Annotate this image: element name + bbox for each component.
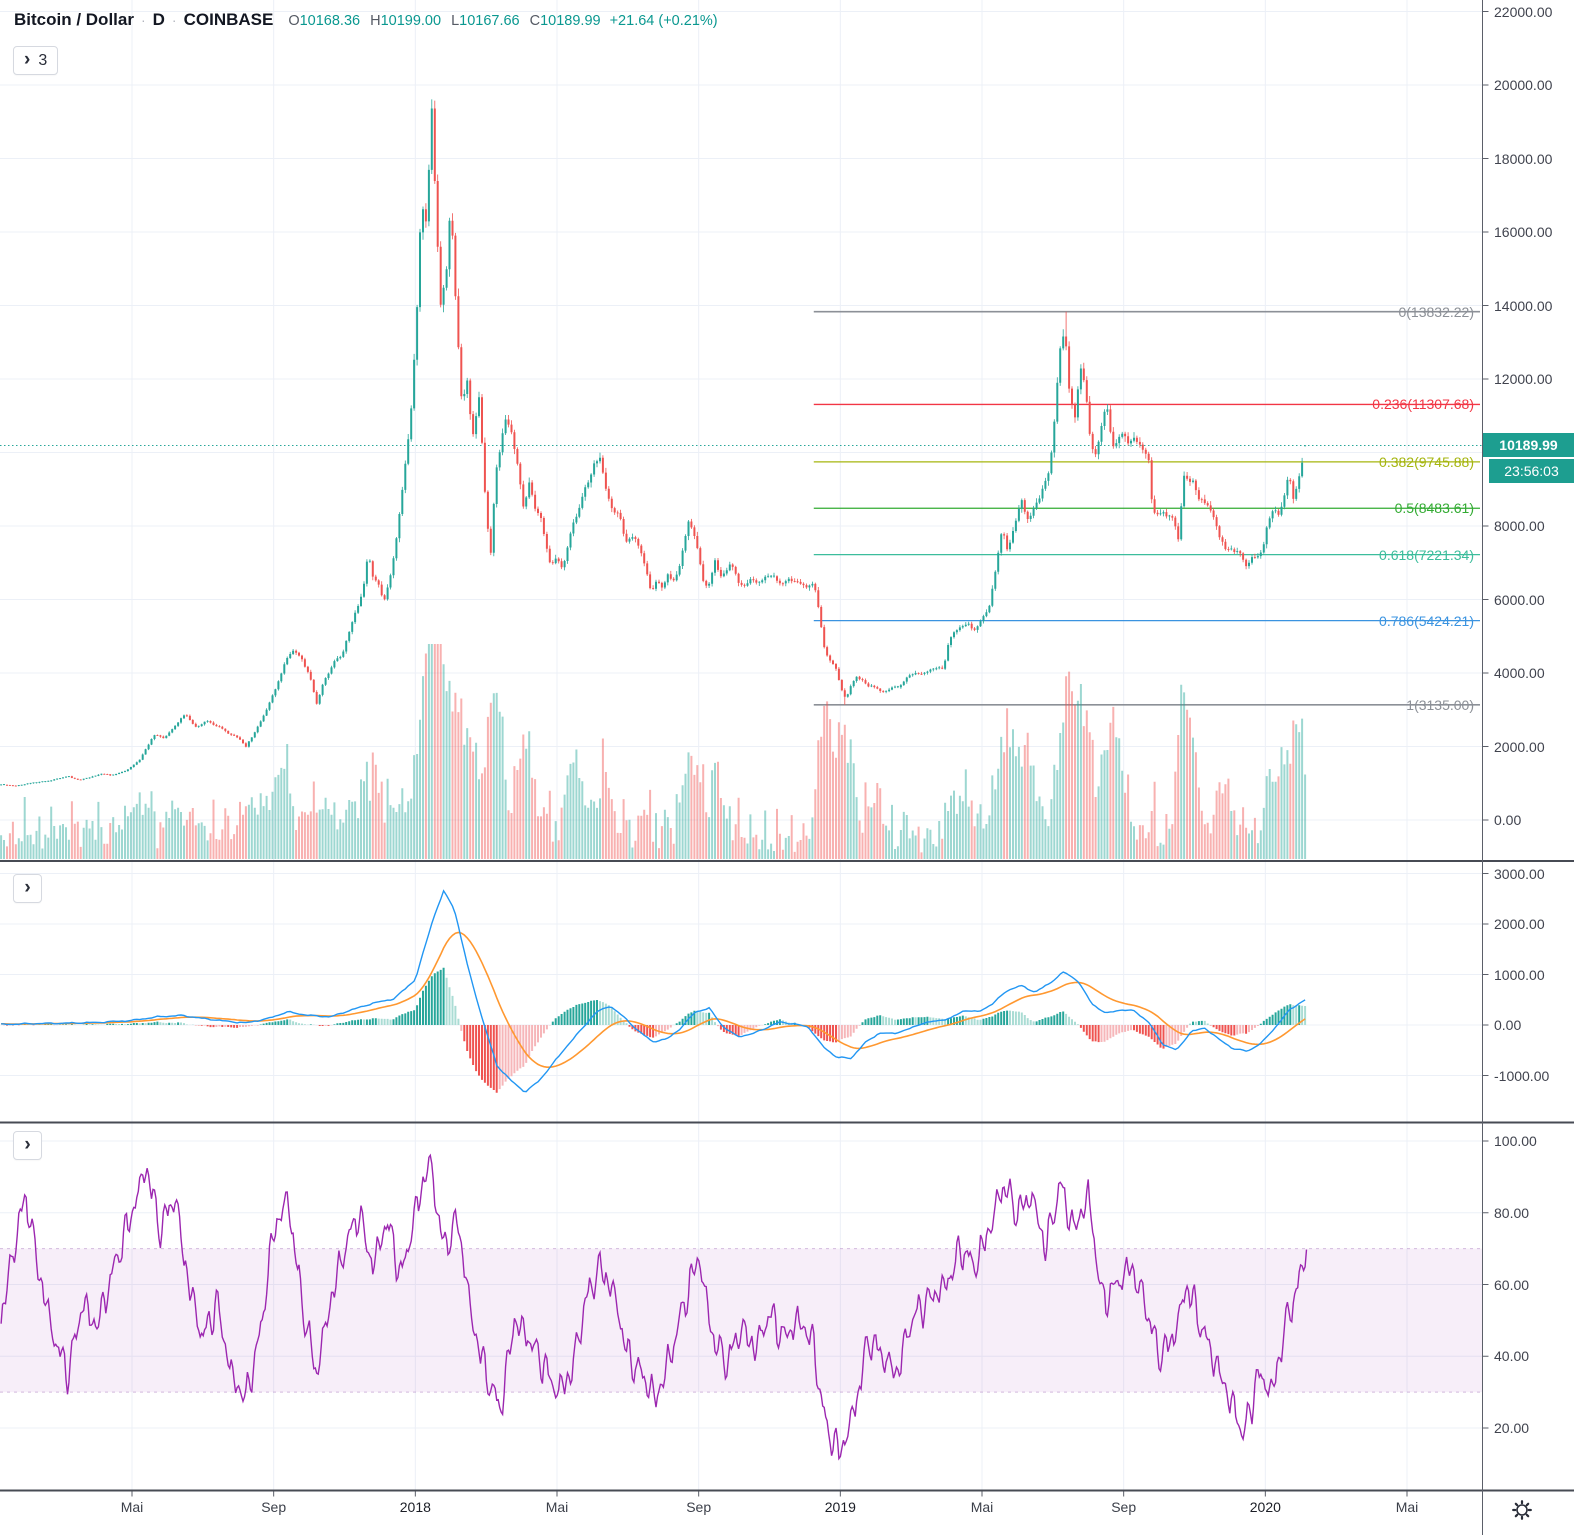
price-axis-label[interactable]: 14000.00 [1494, 297, 1553, 314]
price-axis-label[interactable]: 12000.00 [1494, 371, 1553, 387]
close-value: 10189.99 [540, 13, 601, 29]
theme-toggle-sun-icon[interactable] [1510, 1498, 1534, 1527]
symbol-name[interactable]: Bitcoin / Dollar [14, 10, 134, 29]
macd-pane-collapse-button[interactable]: › [13, 874, 42, 903]
low-label: L [451, 13, 460, 29]
fib-level-label[interactable]: 0.786(5424.21) [1379, 612, 1474, 629]
separator-dot: · [140, 12, 146, 28]
price-axis-label[interactable]: 20000.00 [1494, 77, 1553, 93]
rsi-pane-collapse-button[interactable]: › [13, 1131, 42, 1160]
time-axis-label[interactable]: 2018 [399, 1499, 431, 1515]
time-axis-label[interactable]: 2019 [824, 1499, 856, 1515]
price-axis-label[interactable]: 22000.00 [1494, 3, 1553, 20]
time-axis-label[interactable]: Mai [1395, 1499, 1419, 1515]
indicator-count: 3 [38, 51, 48, 69]
price-axis-label[interactable]: 4000.00 [1494, 665, 1545, 681]
macd-axis-label[interactable]: 2000.00 [1494, 916, 1545, 932]
time-axis-label[interactable]: Mai [545, 1499, 569, 1515]
macd-axis-label[interactable]: 0.00 [1494, 1017, 1522, 1033]
macd-axis-label[interactable]: -1000.00 [1494, 1067, 1550, 1084]
price-axis-label[interactable]: 16000.00 [1494, 224, 1553, 240]
fib-level-label[interactable]: 0.236(11307.68) [1372, 396, 1474, 413]
price-axis-label[interactable]: 0.00 [1494, 812, 1522, 828]
fib-level-label[interactable]: 1(3135.00) [1406, 696, 1474, 713]
exchange-label[interactable]: COINBASE [183, 10, 274, 29]
price-axis-label[interactable]: 2000.00 [1494, 738, 1545, 755]
fib-level-label[interactable]: 0(13832.22) [1398, 303, 1474, 320]
price-axis-label[interactable]: 8000.00 [1494, 518, 1545, 534]
time-axis-label[interactable]: Sep [1111, 1499, 1137, 1515]
high-value: 10199.00 [380, 13, 442, 29]
close-label: C [529, 13, 541, 29]
last-price-tag: 10189.99 [1483, 433, 1574, 457]
fib-level-label[interactable]: 0.5(8483.61) [1394, 500, 1474, 517]
time-axis-label[interactable]: 2020 [1249, 1499, 1281, 1515]
rsi-axis-label[interactable]: 40.00 [1494, 1348, 1530, 1365]
symbol-header: Bitcoin / Dollar · D · COINBASE O10168.3… [14, 10, 718, 30]
price-axis-label[interactable]: 18000.00 [1494, 150, 1553, 167]
chevron-right-icon: › [24, 877, 31, 898]
macd-axis-label[interactable]: 1000.00 [1494, 966, 1545, 983]
bar-countdown-tag: 23:56:03 [1489, 459, 1574, 483]
fib-level-label[interactable]: 0.618(7221.34) [1379, 546, 1474, 563]
interval-label[interactable]: D [152, 10, 165, 29]
change-readout: +21.64 (+0.21%) [609, 13, 718, 29]
rsi-axis-label[interactable]: 20.00 [1494, 1420, 1530, 1436]
open-value: 10168.36 [299, 13, 361, 29]
time-axis-label[interactable]: Sep [686, 1499, 712, 1515]
separator-dot: · [171, 12, 177, 28]
legend-collapse-button[interactable]: › 3 [13, 46, 59, 75]
macd-axis-label[interactable]: 3000.00 [1494, 865, 1545, 882]
chevron-right-icon: › [24, 1134, 31, 1155]
time-axis-label[interactable]: Sep [261, 1499, 287, 1515]
chevron-right-icon: › [24, 49, 31, 70]
price-axis-label[interactable]: 6000.00 [1494, 591, 1545, 608]
low-value: 10167.66 [459, 13, 520, 29]
rsi-axis-label[interactable]: 60.00 [1494, 1276, 1530, 1293]
rsi-axis-label[interactable]: 80.00 [1494, 1204, 1530, 1221]
fib-level-label[interactable]: 0.382(9745.88) [1379, 453, 1474, 470]
ohlc-readout: O10168.36 H10199.00 L10167.66 C10189.99 [288, 13, 600, 29]
open-label: O [288, 13, 300, 29]
time-axis-label[interactable]: Mai [120, 1499, 144, 1515]
rsi-axis-label[interactable]: 100.00 [1494, 1133, 1537, 1149]
time-axis-label[interactable]: Mai [970, 1499, 994, 1515]
high-label: H [370, 13, 381, 29]
